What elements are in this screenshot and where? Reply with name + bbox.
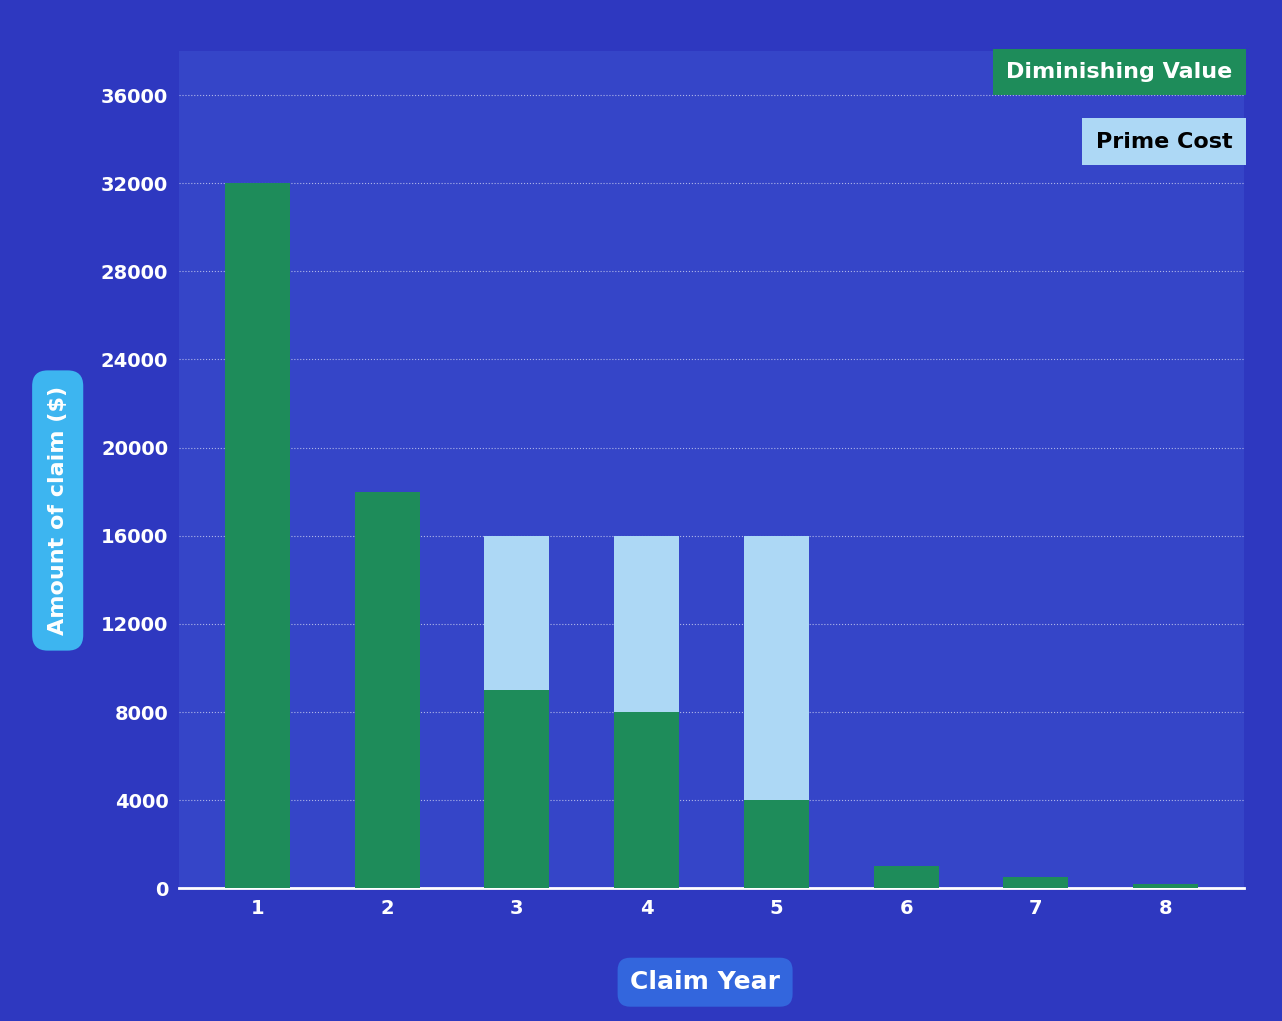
Bar xyxy=(744,536,809,888)
Text: Claim Year: Claim Year xyxy=(629,970,781,994)
Bar xyxy=(1133,884,1199,888)
Bar xyxy=(614,536,679,888)
Bar xyxy=(355,492,419,888)
Text: Amount of claim ($): Amount of claim ($) xyxy=(47,386,68,635)
Bar xyxy=(485,536,549,888)
Text: Diminishing Value: Diminishing Value xyxy=(1006,62,1232,82)
Bar xyxy=(224,536,290,888)
Bar xyxy=(874,866,938,888)
Bar xyxy=(355,536,419,888)
Bar xyxy=(614,712,679,888)
Bar xyxy=(1004,877,1068,888)
Bar xyxy=(224,183,290,888)
Bar xyxy=(744,800,809,888)
Bar xyxy=(485,690,549,888)
Text: Prime Cost: Prime Cost xyxy=(1096,132,1232,151)
